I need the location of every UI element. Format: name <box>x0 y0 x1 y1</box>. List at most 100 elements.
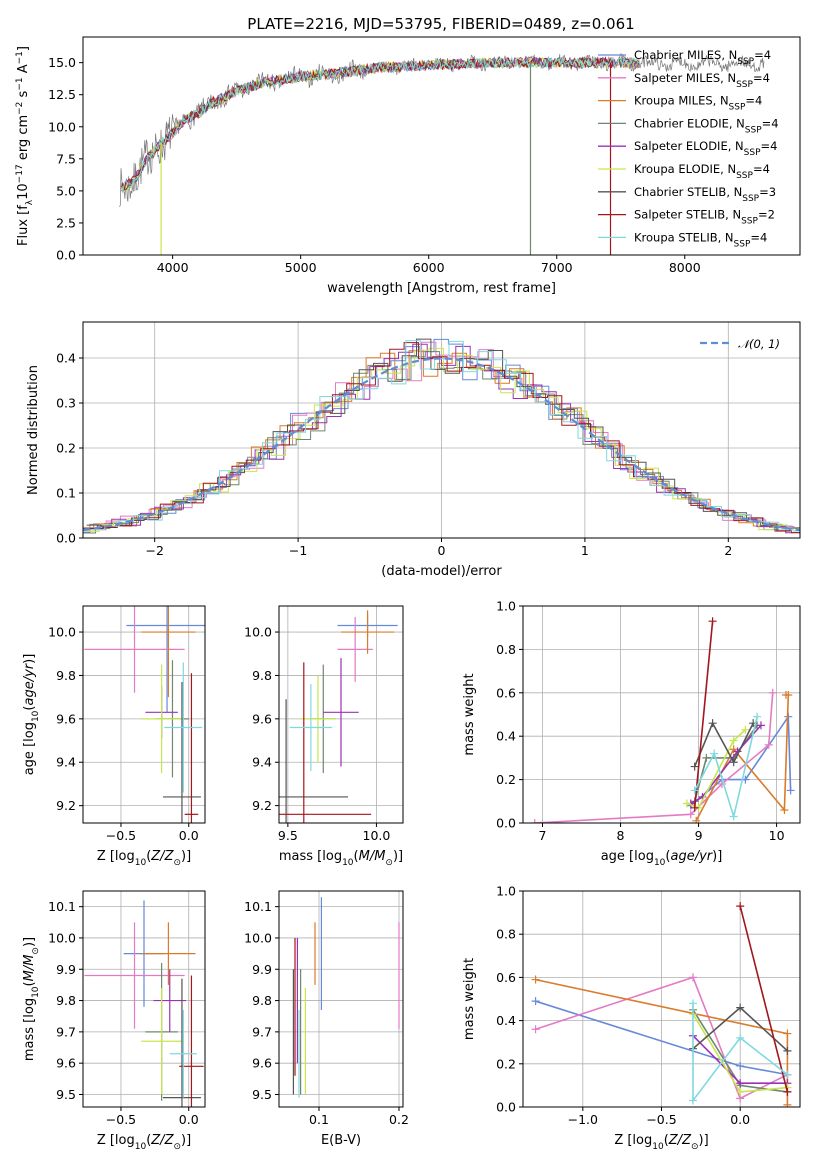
legend-entry: Salpeter STELIB, NSSP=2 <box>634 208 775 227</box>
x-tick-label: −2 <box>145 543 163 558</box>
x-tick-label: 9 <box>695 828 703 843</box>
y-tick-label: 0.4 <box>496 729 516 744</box>
weight-line <box>693 716 758 820</box>
weight-marker <box>531 997 540 1006</box>
weight-marker <box>690 803 699 812</box>
legend-entry: Chabrier ELODIE, NSSP=4 <box>634 116 779 135</box>
x-tick-label: 5000 <box>285 260 317 275</box>
x-tick-label: 0.0 <box>179 1112 199 1127</box>
x-tick-label: −1 <box>289 543 307 558</box>
weight-marker <box>729 812 738 821</box>
y-axis-label: Flux [fλ10−17 erg cm−2 s−1 A−1] <box>15 46 35 246</box>
y-tick-label: 0.6 <box>496 685 516 700</box>
x-tick-label: 7000 <box>541 260 573 275</box>
legend-entry: Kroupa ELODIE, NSSP=4 <box>634 162 770 181</box>
weight-marker <box>736 1003 745 1012</box>
plot-area-age_vs_mass <box>279 610 398 823</box>
weight-marker <box>781 690 790 699</box>
plot-area-mass_vs_Z <box>84 900 204 1107</box>
y-tick-label: 10.0 <box>48 930 76 945</box>
x-tick-label: 0.0 <box>730 1112 750 1127</box>
x-tick-label: 8 <box>617 828 625 843</box>
x-tick-label: 8000 <box>669 260 701 275</box>
x-tick-label: 10 <box>769 828 785 843</box>
weight-marker <box>690 762 699 771</box>
histogram-step-line <box>90 340 800 532</box>
x-tick-label: 7 <box>539 828 547 843</box>
y-tick-label: 9.9 <box>56 962 76 977</box>
weight-marker <box>688 1096 697 1105</box>
y-tick-label: 9.6 <box>252 711 272 726</box>
weight-marker <box>783 1100 792 1107</box>
x-tick-label: 10.0 <box>363 828 391 843</box>
legend-entry: Kroupa MILES, NSSP=4 <box>634 94 762 113</box>
panel-mass_vs_ebv: 0.1 0.2 9.5 9.6 9.7 9.8 9.9 10.0 10.1 E(B-V) <box>244 890 409 1148</box>
weight-marker <box>531 975 540 984</box>
y-tick-label: 0.0 <box>496 1100 516 1115</box>
y-tick-label: 0.2 <box>56 441 76 456</box>
weight-marker <box>753 712 762 721</box>
plot-area-residuals <box>83 338 800 534</box>
y-tick-label: 9.4 <box>56 755 76 770</box>
weight-marker <box>783 1029 792 1038</box>
spectrum-legend: Chabrier MILES, NSSP=4 Salpeter MILES, NS… <box>598 48 779 249</box>
y-tick-label: 0.8 <box>496 642 516 657</box>
y-tick-label: 0.8 <box>496 927 516 942</box>
weight-marker <box>688 999 697 1008</box>
legend-entry: Chabrier MILES, NSSP=4 <box>634 48 771 67</box>
weight-marker <box>783 1046 792 1055</box>
weight-marker <box>783 1087 792 1096</box>
y-tick-label: 0.1 <box>56 486 76 501</box>
x-tick-label: −0.5 <box>646 1112 676 1127</box>
y-axis-label: age [log10(age/yr)] <box>22 654 41 776</box>
weight-marker <box>783 1070 792 1079</box>
figure-title: PLATE=2216, MJD=53795, FIBERID=0489, z=0… <box>247 15 634 33</box>
x-axis-label: mass [log10(M/M⊙)] <box>279 849 403 868</box>
axes-frame <box>522 890 801 1108</box>
weight-marker <box>764 740 773 749</box>
panel-mass_vs_Z: −0.5 0.0 9.5 9.6 9.7 9.8 9.9 10.0 10.1 Z [log10(Z… <box>22 890 206 1152</box>
y-tick-label: 1.0 <box>496 884 516 899</box>
y-tick-label: 0.4 <box>496 1013 516 1028</box>
y-tick-label: 10.1 <box>244 899 272 914</box>
y-tick-label: 12.5 <box>48 87 76 102</box>
y-tick-label: 9.7 <box>252 1024 272 1039</box>
y-tick-label: 0.6 <box>496 970 516 985</box>
x-tick-label: 2 <box>724 543 732 558</box>
x-tick-label: −0.5 <box>106 828 136 843</box>
y-axis-label: Normed distribution <box>26 365 41 495</box>
weight-line <box>693 721 754 767</box>
y-tick-label: 9.8 <box>56 668 76 683</box>
weight-marker <box>682 799 691 808</box>
y-tick-label: 9.6 <box>56 1056 76 1071</box>
panel-weight_vs_Z: −1.0 −0.5 0.0 0.0 0.2 0.4 0.6 0.8 1.0 Z [log10(Z/… <box>462 884 801 1152</box>
weight-marker <box>710 749 719 758</box>
y-tick-label: 10.0 <box>244 625 272 640</box>
y-tick-label: 9.5 <box>252 1087 272 1102</box>
weight-line <box>535 976 788 1100</box>
y-tick-label: 9.9 <box>252 962 272 977</box>
weight-line <box>686 729 746 809</box>
y-axis-label: mass weight <box>462 673 477 755</box>
weight-line <box>693 621 714 808</box>
x-tick-label: 0.2 <box>389 1112 409 1127</box>
x-axis-label: Z [log10(Z/Z⊙)] <box>97 849 191 868</box>
y-tick-label: 9.8 <box>56 993 76 1008</box>
y-tick-label: 9.7 <box>56 1024 76 1039</box>
panels: 4000 5000 6000 7000 80000.02.55.07.510.012.5… <box>15 36 801 1152</box>
y-tick-label: 9.8 <box>252 668 272 683</box>
weight-marker <box>786 786 795 795</box>
y-tick-label: 0.0 <box>56 248 76 263</box>
weight-marker <box>736 1079 745 1088</box>
weight-line <box>692 1003 788 1103</box>
y-tick-label: 15.0 <box>48 55 76 70</box>
weight-marker <box>729 758 738 767</box>
plot-area-weight_vs_Z <box>531 902 792 1107</box>
axes-frame <box>82 605 206 824</box>
plot-area-mass_vs_ebv <box>292 897 400 1098</box>
axes-frame <box>82 36 801 256</box>
residual-legend: 𝒩(0, 1) <box>700 337 780 351</box>
x-tick-label: 0.1 <box>309 1112 329 1127</box>
weight-marker <box>530 819 539 823</box>
